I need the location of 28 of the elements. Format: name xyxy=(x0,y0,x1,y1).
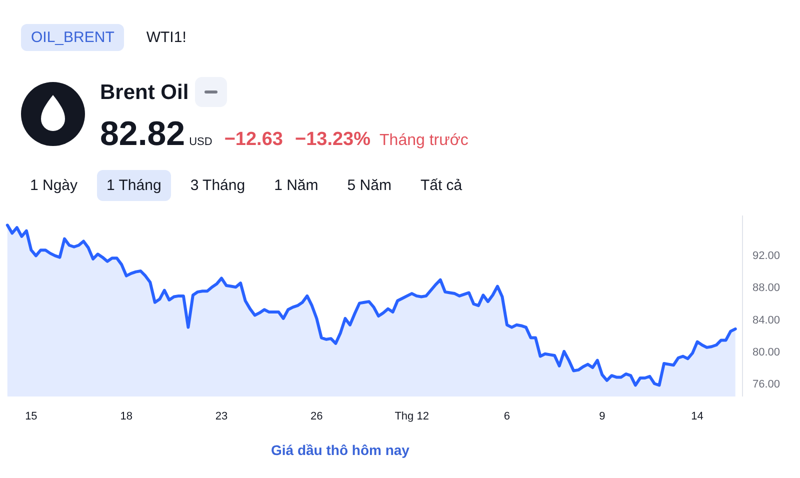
text: OIL_BRENT xyxy=(21,24,124,51)
text: 5 Năm xyxy=(346,176,392,196)
text: 1 Năm xyxy=(273,176,320,196)
text: Tất cả xyxy=(419,176,464,196)
x-tick-label: 9 xyxy=(599,410,606,422)
chart-title: Brent Oil xyxy=(100,80,189,106)
text: WTI1! xyxy=(145,28,188,48)
y-tick-label: 76.00 xyxy=(752,378,780,391)
y-tick-label: 92.00 xyxy=(752,250,780,262)
y-tick-label: 84.00 xyxy=(752,314,780,326)
x-tick-label: 18 xyxy=(120,410,132,422)
text: 1 Ngày xyxy=(29,176,79,196)
text: −12.63 xyxy=(224,129,283,150)
text: USD xyxy=(189,136,212,148)
x-tick-label: 6 xyxy=(504,410,510,422)
text: 1 Tháng xyxy=(96,170,172,201)
x-tick-label: 23 xyxy=(215,410,228,422)
x-tick-label: Thg 12 xyxy=(394,410,429,422)
text: Tháng trước xyxy=(380,132,468,149)
text: 82.82 xyxy=(100,115,186,153)
x-tick-label: 14 xyxy=(691,410,704,422)
y-tick-label: 88.00 xyxy=(752,282,780,294)
y-tick-label: 80.00 xyxy=(752,346,780,358)
text: 3 Tháng xyxy=(189,176,246,196)
text: −13.23% xyxy=(294,129,371,150)
text: Giá dầu thô hôm nay xyxy=(271,441,410,460)
x-tick-label: 26 xyxy=(310,410,323,422)
x-tick-label: 15 xyxy=(25,410,38,422)
